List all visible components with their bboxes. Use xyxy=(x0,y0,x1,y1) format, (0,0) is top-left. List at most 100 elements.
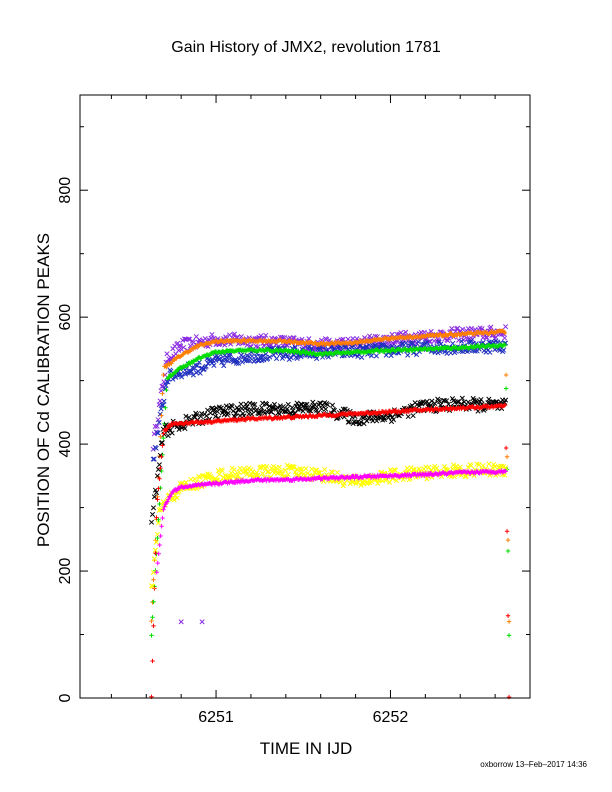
series-6-point xyxy=(273,465,279,471)
series-1-point xyxy=(160,402,166,408)
series-6-point xyxy=(457,464,463,470)
series-4-point xyxy=(461,399,467,405)
series-7-point xyxy=(155,560,160,566)
series-6-point xyxy=(434,465,440,471)
series-0-point xyxy=(456,337,462,343)
series-5-point xyxy=(158,465,163,471)
series-1-point xyxy=(191,365,197,371)
series-4-point xyxy=(289,404,295,411)
series-1-point xyxy=(213,357,219,363)
series-1-point xyxy=(249,353,255,359)
series-4-point xyxy=(148,519,155,525)
series-0-point xyxy=(281,335,287,341)
series-6-point xyxy=(303,466,309,472)
x-axis-label: TIME IN IJD xyxy=(260,739,353,758)
series-7-point xyxy=(160,515,165,521)
series-4-point xyxy=(331,407,338,414)
series-4-point xyxy=(233,410,239,416)
series-4-point xyxy=(280,403,286,410)
x-tick-label: 6251 xyxy=(198,709,234,726)
series-0-point xyxy=(449,326,455,332)
series-2-point xyxy=(503,372,509,378)
series-6-point xyxy=(468,463,474,469)
series-5-point xyxy=(154,515,159,520)
series-7-point xyxy=(166,497,171,502)
y-tick-label: 0 xyxy=(57,693,74,702)
series-4-point xyxy=(329,402,336,408)
series-7-point xyxy=(158,533,163,539)
series-6-point xyxy=(476,462,482,468)
series-3-point xyxy=(151,599,156,605)
series-0-point xyxy=(389,331,395,338)
series-1-point xyxy=(235,360,241,367)
series-7-point xyxy=(154,570,159,575)
series-6-point xyxy=(393,477,399,484)
series-0-point xyxy=(181,344,187,350)
series-2-point xyxy=(506,619,512,624)
series-1-point xyxy=(292,344,298,351)
series-2-point xyxy=(159,413,164,418)
series-4-point xyxy=(259,405,265,411)
series-4-point xyxy=(405,414,411,420)
series-6-point xyxy=(174,495,180,501)
series-3-point xyxy=(157,501,162,507)
series-6-point xyxy=(278,468,284,474)
series-7-point xyxy=(161,507,166,512)
series-7-point xyxy=(352,476,357,481)
series-2-point xyxy=(505,537,511,543)
series-5-point xyxy=(151,623,156,629)
series-1-point xyxy=(405,352,411,358)
series-4-point xyxy=(323,406,329,412)
series-3-point xyxy=(164,387,169,393)
series-4-point xyxy=(266,403,273,409)
series-0-point xyxy=(190,339,196,345)
series-4-point xyxy=(222,408,228,414)
series-6-point xyxy=(244,471,250,477)
series-6-point xyxy=(317,470,323,476)
series-2-point xyxy=(287,338,292,343)
series-7-point xyxy=(157,542,162,548)
series-6-point xyxy=(392,467,398,473)
series-1-point xyxy=(153,445,159,451)
series-2-point xyxy=(161,372,166,378)
series-0-point xyxy=(231,331,238,337)
series-6-point xyxy=(183,479,189,485)
series-4-point xyxy=(410,413,416,419)
series-6-point xyxy=(231,467,237,473)
series-4-point xyxy=(149,511,156,517)
series-2-point xyxy=(149,618,154,624)
series-4-point xyxy=(478,396,484,403)
series-3-point xyxy=(163,405,168,410)
series-2-point xyxy=(388,337,394,342)
series-5-point xyxy=(159,454,164,459)
series-1-point xyxy=(194,363,200,369)
series-4-point xyxy=(364,418,370,424)
series-4-point xyxy=(358,419,364,425)
series-6-point xyxy=(232,471,238,477)
series-3-point xyxy=(149,633,154,638)
series-1-point xyxy=(258,353,264,359)
series-2-point xyxy=(229,340,235,345)
series-6-point xyxy=(215,468,221,474)
series-5-point xyxy=(155,497,160,502)
series-4-point xyxy=(390,417,397,423)
series-0-point xyxy=(176,347,182,353)
series-1-point xyxy=(284,353,290,359)
series-4-point xyxy=(277,403,283,409)
series-1-point xyxy=(403,340,409,346)
series-4-point xyxy=(182,425,188,432)
series-6-point xyxy=(171,497,177,503)
series-4-point xyxy=(223,403,229,409)
series-6-point xyxy=(349,479,355,485)
series-0-point xyxy=(186,336,193,342)
series-5-point xyxy=(161,431,166,436)
series-6-point xyxy=(151,556,158,562)
series-4-point xyxy=(486,396,492,402)
series-0-point xyxy=(157,398,163,404)
series-3-point xyxy=(505,548,511,554)
series-6-point xyxy=(486,461,492,467)
series-1-point xyxy=(459,349,466,355)
series-1-point xyxy=(408,340,414,346)
series-6-point xyxy=(299,466,305,472)
series-4-point xyxy=(213,405,219,411)
